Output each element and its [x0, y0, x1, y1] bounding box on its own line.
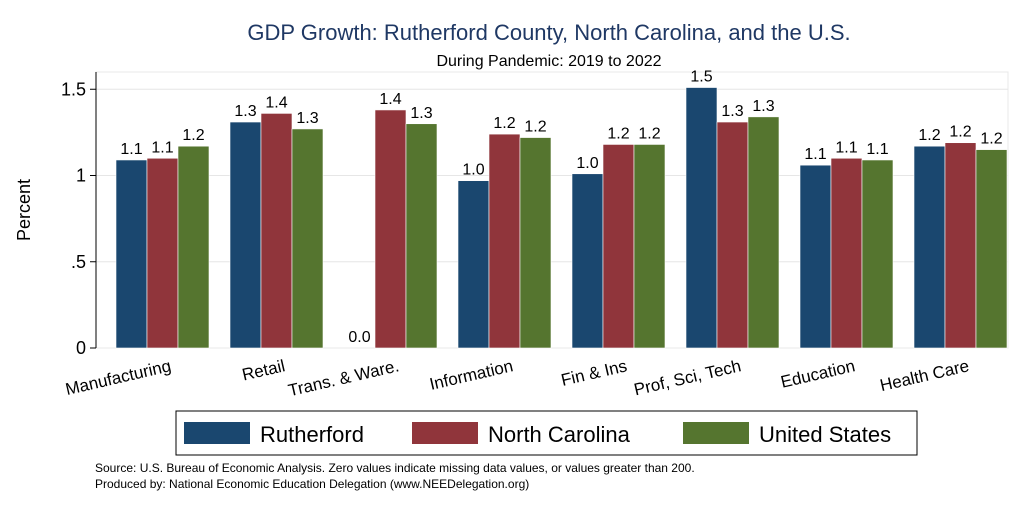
data-label: 0.0 [348, 329, 370, 346]
bar-north-carolina [830, 157, 863, 349]
legend-label: Rutherford [260, 422, 364, 447]
produced-note: Produced by: National Economic Education… [95, 477, 529, 491]
data-label: 1.2 [607, 125, 629, 142]
bar-united-states [291, 128, 324, 349]
legend-swatch [412, 422, 478, 444]
bar-rutherford [457, 180, 490, 349]
bar-rutherford [913, 145, 946, 349]
data-label: 1.3 [752, 98, 774, 115]
bar-rutherford [799, 164, 832, 349]
data-label: 1.1 [866, 141, 888, 158]
data-label: 1.2 [918, 127, 940, 144]
bar-united-states [861, 159, 894, 349]
bar-rutherford [685, 87, 718, 349]
data-label: 1.1 [151, 139, 173, 156]
bar-united-states [405, 123, 438, 349]
bar-united-states [975, 149, 1008, 349]
data-label: 1.3 [296, 110, 318, 127]
data-label: 1.2 [182, 127, 204, 144]
bar-north-carolina [374, 109, 407, 349]
legend-box [175, 410, 918, 456]
bar-north-carolina [944, 142, 977, 349]
legend-label: North Carolina [488, 422, 631, 447]
y-axis-ticks: 0 .5 1 1.5 [61, 79, 96, 358]
bar-north-carolina [602, 144, 635, 349]
data-label: 1.2 [980, 131, 1002, 148]
legend-swatch [184, 422, 250, 444]
data-label: 1.0 [576, 155, 598, 172]
data-label: 1.4 [265, 94, 287, 111]
y-axis-label: Percent [14, 179, 34, 241]
legend-label: United States [759, 422, 891, 447]
bar-north-carolina [146, 157, 179, 349]
source-note: Source: U.S. Bureau of Economic Analysis… [95, 461, 695, 475]
legend-swatch [683, 422, 749, 444]
bar-north-carolina [488, 133, 521, 349]
data-label: 1.2 [524, 119, 546, 136]
data-label: 1.1 [835, 139, 857, 156]
bar-united-states [177, 145, 210, 349]
bar-rutherford [571, 173, 604, 349]
data-label: 1.4 [379, 91, 401, 108]
bar-united-states [519, 137, 552, 349]
y-tick-label: .5 [71, 252, 86, 272]
data-label: 1.0 [462, 162, 484, 179]
data-label: 1.1 [804, 146, 826, 163]
data-label: 1.2 [638, 125, 660, 142]
y-tick-label: 0 [76, 338, 86, 358]
bar-north-carolina [716, 121, 749, 349]
bar-united-states [633, 144, 666, 349]
bar-rutherford [115, 159, 148, 349]
chart-subtitle: During Pandemic: 2019 to 2022 [436, 53, 661, 70]
data-label: 1.3 [234, 103, 256, 120]
y-tick-label: 1.5 [61, 79, 86, 99]
bar-rutherford [229, 121, 262, 349]
bars [115, 87, 1008, 349]
data-labels: 1.1 1.1 1.2 1.3 1.4 1.3 0.0 1.4 1.3 1.0 1.2 1.2 1.0 1… [120, 69, 1002, 346]
legend: Rutherford North Carolina United States [184, 422, 891, 447]
data-label: 1.1 [120, 141, 142, 158]
bar-united-states [747, 116, 780, 349]
data-label: 1.3 [410, 105, 432, 122]
bar-north-carolina [260, 113, 293, 349]
data-label: 1.2 [949, 124, 971, 141]
chart-title: GDP Growth: Rutherford County, North Car… [247, 20, 850, 45]
data-label: 1.3 [721, 103, 743, 120]
data-label: 1.5 [690, 69, 712, 86]
data-label: 1.2 [493, 115, 515, 132]
y-tick-label: 1 [76, 166, 86, 186]
